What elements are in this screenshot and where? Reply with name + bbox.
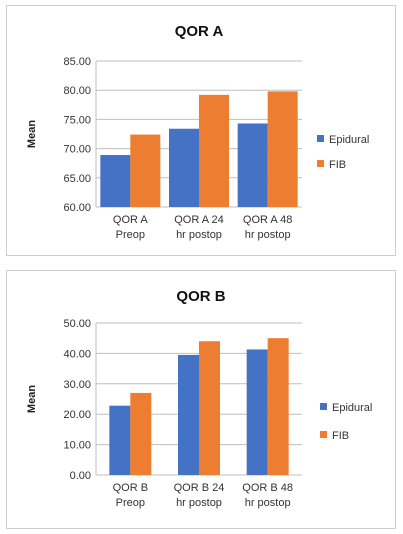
chart-qor-b: QOR B 0.00 10.00 20.00 30.00 40.00 50.00 Mean QO… <box>26 288 372 509</box>
bar-epidural-1 <box>100 155 131 207</box>
x-category-label: hr postop <box>176 497 222 509</box>
bar-fib-3 <box>267 91 298 207</box>
x-category-label: hr postop <box>176 229 222 241</box>
legend-label-epidural: Epidural <box>332 402 372 414</box>
y-tick-label: 50.00 <box>63 318 91 330</box>
x-category-label: QOR A 48 <box>243 214 293 226</box>
x-category-label: QOR A 24 <box>174 214 224 226</box>
y-tick-label: 70.00 <box>63 144 91 156</box>
x-category-label: QOR B 24 <box>174 482 225 494</box>
bar-epidural-3 <box>246 349 268 475</box>
y-tick-label: 10.00 <box>63 440 91 452</box>
bar-fib-1 <box>130 134 161 207</box>
x-category-label: QOR B 48 <box>242 482 293 494</box>
bar-fib-2 <box>199 94 229 207</box>
legend-swatch-epidural <box>320 403 327 410</box>
y-axis-label: Mean <box>26 120 38 148</box>
x-category-label: QOR A <box>113 214 149 226</box>
y-tick-label: 75.00 <box>63 114 91 126</box>
y-tick-label: 60.00 <box>63 202 91 214</box>
y-tick-label: 40.00 <box>63 348 91 360</box>
bar-fib-3 <box>267 338 289 475</box>
y-tick-label: 80.00 <box>63 85 91 97</box>
y-tick-label: 30.00 <box>63 379 91 391</box>
x-category-label: QOR B <box>113 482 148 494</box>
y-tick-label: 85.00 <box>63 56 91 68</box>
legend-swatch-fib <box>320 431 327 438</box>
chart-qor-a: QOR A 60.00 65.00 70.00 75.00 80.00 85.00 Mean Q… <box>26 23 369 241</box>
legend-label-fib: FIB <box>329 159 346 171</box>
bar-epidural-3 <box>237 123 268 207</box>
y-axis-label: Mean <box>26 385 38 413</box>
chart-title: QOR B <box>176 288 225 305</box>
bar-fib-1 <box>130 392 152 475</box>
legend-swatch-fib <box>317 160 324 167</box>
legend-label-epidural: Epidural <box>329 134 369 146</box>
x-category-label: hr postop <box>245 497 291 509</box>
chart-title: QOR A <box>175 23 224 40</box>
x-category-label: Preop <box>116 497 145 509</box>
chart-panel-qor-a: QOR A 60.00 65.00 70.00 75.00 80.00 85.00 Mean Q… <box>6 5 396 256</box>
x-category-label: hr postop <box>245 229 291 241</box>
bar-epidural-2 <box>178 354 199 475</box>
y-tick-label: 0.00 <box>70 470 91 482</box>
bar-fib-2 <box>199 341 220 475</box>
legend-label-fib: FIB <box>332 430 349 442</box>
y-tick-label: 65.00 <box>63 173 91 185</box>
y-tick-label: 20.00 <box>63 409 91 421</box>
bar-epidural-1 <box>109 405 131 475</box>
x-category-label: Preop <box>116 229 145 241</box>
chart-panel-qor-b: QOR B 0.00 10.00 20.00 30.00 40.00 50.00 Mean QO… <box>6 270 396 529</box>
bar-epidural-2 <box>169 128 199 207</box>
legend-swatch-epidural <box>317 135 324 142</box>
